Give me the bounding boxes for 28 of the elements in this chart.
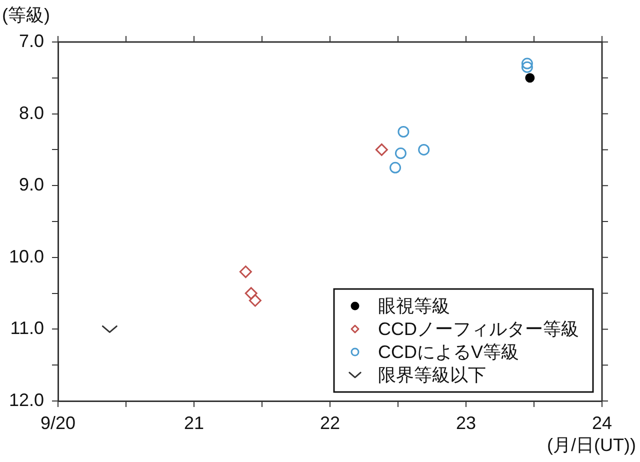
y-tick-label: 9.0: [18, 174, 44, 195]
point: [521, 61, 533, 73]
x-tick-label: 21: [184, 412, 204, 433]
point: [394, 148, 406, 160]
x-axis-title: (月/日(UT)): [547, 434, 636, 455]
y-axis-title: (等級): [2, 4, 50, 25]
legend-label: 眼視等級: [378, 296, 450, 316]
x-tick-label: 9/20: [40, 412, 76, 433]
point: [244, 287, 258, 300]
x-tick-label: 23: [456, 412, 476, 433]
point: [525, 73, 535, 83]
x-tick-label: 22: [320, 412, 340, 433]
legend-label: CCDによるV等級: [378, 342, 520, 362]
y-tick-label: 10.0: [8, 246, 44, 266]
point: [418, 144, 430, 156]
legend-label: CCDノーフィルター等級: [378, 318, 580, 339]
y-tick-label: 11.0: [10, 318, 44, 338]
point: [248, 294, 262, 307]
point: [390, 162, 402, 174]
point: [239, 266, 252, 278]
y-tick-label: 7.0: [18, 30, 44, 51]
legend-label: 限界等級以下: [378, 364, 486, 385]
point: [398, 126, 410, 138]
point: [375, 143, 388, 156]
point: [521, 58, 533, 70]
x-tick-label: 24: [592, 412, 612, 433]
y-tick-label: 12.0: [8, 390, 44, 410]
y-tick-label: 8.0: [18, 102, 44, 123]
